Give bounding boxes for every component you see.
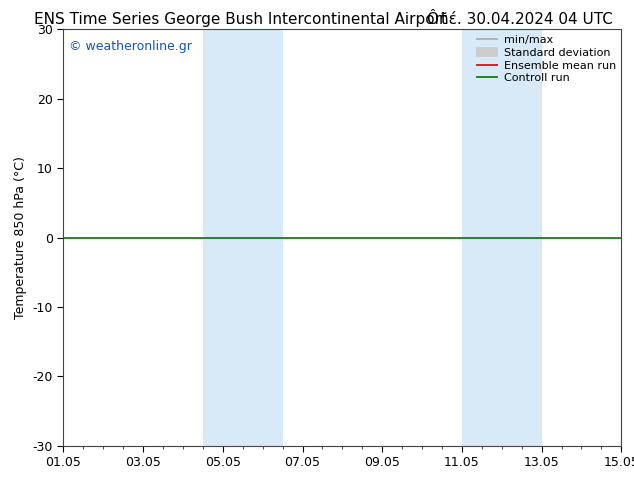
Text: ENS Time Series George Bush Intercontinental Airport: ENS Time Series George Bush Intercontine… <box>34 12 448 27</box>
Bar <box>462 29 541 446</box>
Bar <box>203 29 283 446</box>
Y-axis label: Temperature 850 hPa (°C): Temperature 850 hPa (°C) <box>14 156 27 319</box>
Legend: min/max, Standard deviation, Ensemble mean run, Controll run: min/max, Standard deviation, Ensemble me… <box>474 33 618 86</box>
Text: Ôñέ. 30.04.2024 04 UTC: Ôñέ. 30.04.2024 04 UTC <box>427 12 613 27</box>
Text: © weatheronline.gr: © weatheronline.gr <box>69 40 192 53</box>
